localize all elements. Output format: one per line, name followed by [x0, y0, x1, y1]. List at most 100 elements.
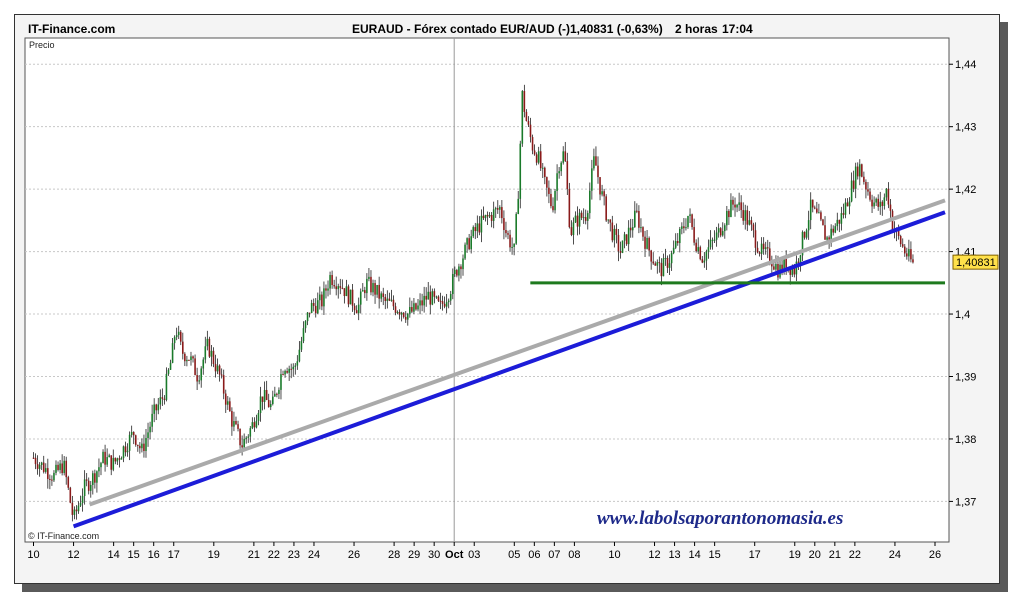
candle-body	[642, 227, 644, 237]
candle-body	[683, 226, 685, 229]
candle-body	[396, 312, 399, 314]
y-tick-label: 1,39	[955, 371, 976, 383]
candle-body	[816, 208, 818, 213]
candle-body	[241, 445, 243, 448]
candle-body	[267, 399, 270, 408]
candle-body	[597, 165, 599, 178]
candle-body	[263, 389, 266, 402]
candle-body	[568, 189, 571, 228]
candle-body	[603, 191, 605, 197]
candle-body	[83, 479, 86, 497]
candle-body	[445, 302, 448, 307]
candle-body	[409, 307, 411, 314]
candle-body	[290, 368, 293, 370]
candle-body	[104, 451, 106, 465]
candle-body	[443, 303, 446, 307]
candle-body	[433, 291, 436, 297]
candle-body	[728, 210, 730, 218]
candle-body	[805, 230, 808, 238]
candle-body	[36, 464, 39, 469]
candle-body	[672, 247, 675, 254]
candle-body	[732, 199, 734, 205]
candle-body	[366, 278, 368, 294]
candle-body	[47, 468, 49, 479]
candle-body	[280, 374, 282, 390]
x-tick-label: 21	[248, 549, 260, 561]
candle-body	[216, 365, 219, 372]
candle-body	[94, 473, 96, 483]
candle-body	[509, 234, 511, 248]
candle-body	[685, 227, 687, 229]
x-tick-label: 20	[809, 549, 821, 561]
candle-body	[460, 266, 462, 270]
x-tick-label: 22	[849, 549, 861, 561]
candle-body	[235, 421, 237, 425]
candle-body	[464, 244, 466, 259]
instrument-title: EURAUD - Fórex contado EUR/AUD (-)	[352, 22, 570, 36]
candle-body	[609, 219, 612, 223]
candle-body	[593, 156, 595, 169]
candle-body	[748, 220, 751, 225]
candle-body	[838, 219, 841, 224]
candle-body	[251, 422, 254, 429]
candle-body	[871, 199, 873, 207]
panel-label: Precio	[29, 40, 55, 50]
candle-body	[652, 261, 655, 264]
candle-body	[908, 249, 910, 257]
candle-body	[202, 359, 205, 369]
candle-body	[394, 306, 397, 313]
candle-body	[339, 286, 342, 288]
candle-body	[703, 260, 706, 263]
candle-body	[873, 202, 875, 207]
candle-body	[292, 366, 295, 370]
candle-body	[693, 227, 695, 243]
candle-body	[734, 204, 736, 208]
candle-body	[887, 188, 890, 205]
candle-body	[879, 201, 882, 207]
candle-body	[865, 181, 867, 190]
candle-body	[159, 397, 162, 405]
y-tick-label: 1,43	[955, 122, 976, 134]
candle-body	[499, 207, 501, 210]
candle-body	[427, 291, 430, 300]
candle-body	[343, 288, 346, 297]
x-tick-label: 24	[889, 549, 901, 561]
candle-body	[750, 220, 753, 225]
candle-body	[877, 198, 879, 207]
candle-body	[398, 312, 401, 315]
candle-body	[691, 214, 693, 228]
candle-body	[61, 463, 63, 474]
candle-body	[96, 471, 98, 483]
x-tick-label: 13	[668, 549, 680, 561]
candle-body	[638, 210, 640, 228]
candle-body	[875, 198, 877, 203]
candle-body	[881, 201, 884, 206]
candle-body	[883, 197, 886, 206]
candle-body	[441, 301, 444, 304]
candle-body	[51, 479, 53, 481]
candle-body	[222, 375, 225, 394]
candle-body	[726, 210, 728, 226]
candle-body	[337, 286, 340, 290]
candle-body	[179, 331, 182, 342]
candle-body	[71, 502, 74, 515]
candle-body	[599, 177, 601, 195]
candle-body	[470, 236, 472, 250]
candle-body	[361, 290, 364, 292]
candle-body	[374, 283, 376, 295]
candle-body	[132, 432, 135, 436]
candle-body	[259, 396, 262, 414]
candle-body	[721, 231, 724, 236]
candle-body	[910, 249, 912, 260]
candle-body	[523, 91, 526, 112]
candle-body	[529, 124, 532, 138]
x-tick-label: 03	[468, 549, 480, 561]
x-tick-label: 17	[749, 549, 761, 561]
candle-body	[413, 303, 415, 312]
candle-body	[707, 247, 710, 252]
candle-body	[278, 389, 280, 395]
candle-body	[601, 191, 603, 195]
candle-body	[558, 171, 560, 174]
candle-body	[468, 238, 470, 250]
candle-body	[861, 164, 863, 177]
